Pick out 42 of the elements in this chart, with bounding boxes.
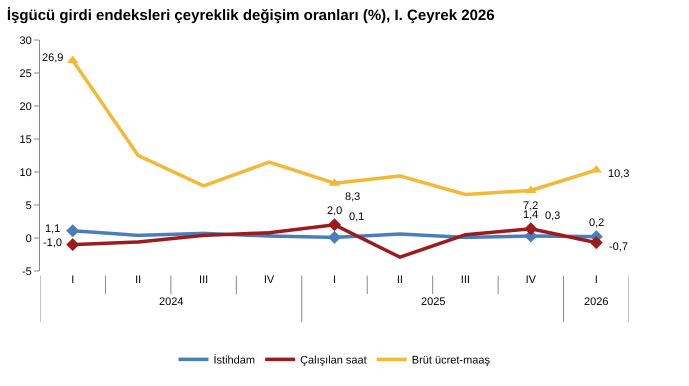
point <box>328 230 341 244</box>
data-label: 10,3 <box>608 168 630 180</box>
y-tick-label: 0 <box>26 232 32 245</box>
legend-label: İstihdam <box>214 354 256 367</box>
x-tick-label: III <box>199 274 208 286</box>
x-tick-label: I <box>71 274 74 286</box>
x-tick-label: I <box>332 274 336 286</box>
point <box>328 218 341 232</box>
data-label: 8,3 <box>345 191 360 203</box>
x-tick-label: II <box>135 274 142 286</box>
point <box>524 222 538 236</box>
x-tick-label: III <box>460 274 470 286</box>
data-label: 0,2 <box>589 217 604 229</box>
data-label: 2,0 <box>327 205 342 217</box>
chart-title: İşgücü girdi endeksleri çeyreklik değişim oranları (%), I. Çeyrek 2026 <box>6 7 495 24</box>
data-label: 1,1 <box>45 223 60 235</box>
legend-label: Çalışılan saat <box>300 354 367 367</box>
legend-label: Brüt ücret-maaş <box>412 354 490 367</box>
data-label: 7,2 <box>523 200 538 212</box>
y-tick-label: 15 <box>20 134 32 146</box>
data-label: -0,7 <box>609 241 628 253</box>
y-tick-label: -5 <box>22 266 32 278</box>
text: 2024 <box>159 296 184 308</box>
point <box>590 236 603 250</box>
x-tick-label: IV <box>264 274 275 286</box>
data-label: 0,1 <box>349 211 364 223</box>
data-label: -1,0 <box>43 237 62 249</box>
point <box>66 224 80 238</box>
x-tick-label: I <box>594 274 598 286</box>
y-tick-label: 20 <box>20 100 32 113</box>
data-label: 0,3 <box>545 210 560 222</box>
x-tick-label: II <box>396 274 404 286</box>
text: 2026 <box>584 296 608 308</box>
y-tick-label: 30 <box>20 34 32 47</box>
y-tick-label: 25 <box>20 68 32 80</box>
x-tick-label: IV <box>526 274 537 286</box>
text: 2025 <box>421 296 446 308</box>
data-label: 26,9 <box>42 52 64 64</box>
y-tick-label: 5 <box>26 200 32 212</box>
point <box>66 238 80 252</box>
y-tick-label: 10 <box>20 166 32 179</box>
data-label: 1,4 <box>523 209 538 221</box>
